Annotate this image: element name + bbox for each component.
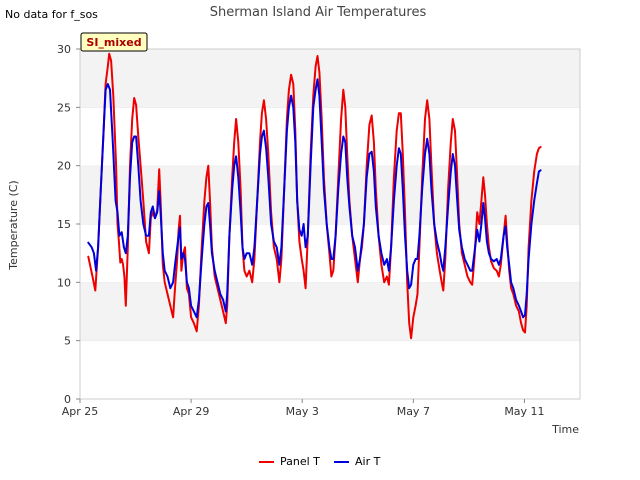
si-mixed-badge: SI_mixed [80, 32, 148, 52]
legend-label-air-t: Air T [355, 455, 381, 468]
y-tick-label: 5 [64, 335, 71, 348]
legend: Panel T Air T [259, 455, 381, 468]
legend-item-air-t: Air T [334, 455, 381, 468]
grid-band [80, 165, 580, 224]
y-axis-label: Temperature (C) [7, 180, 20, 270]
grid-band [80, 282, 580, 341]
legend-label-panel-t: Panel T [280, 455, 320, 468]
y-tick-label: 30 [57, 43, 71, 56]
y-tick-label: 25 [57, 101, 71, 114]
x-tick-label: Apr 29 [173, 405, 210, 418]
badge-label: SI_mixed [86, 36, 141, 49]
y-axis-ticks: 0 5 10 15 20 25 30 [57, 43, 80, 406]
legend-item-panel-t: Panel T [259, 455, 320, 468]
chart-title: Sherman Island Air Temperatures [210, 5, 427, 20]
series-layer [87, 52, 542, 340]
x-tick-label: Apr 25 [62, 405, 99, 418]
x-axis-label: Time [551, 423, 579, 436]
x-tick-label: May 7 [397, 405, 430, 418]
grid-bands [80, 48, 580, 399]
y-tick-label: 15 [57, 218, 71, 231]
x-tick-label: May 11 [504, 405, 544, 418]
no-data-note: No data for f_sos [5, 8, 98, 21]
grid-band [80, 49, 580, 108]
x-axis-ticks: Apr 25 Apr 29 May 3 May 7 May 11 [62, 399, 545, 418]
y-tick-label: 20 [57, 160, 71, 173]
x-tick-label: May 3 [286, 405, 319, 418]
y-tick-label: 10 [57, 276, 71, 289]
grid-band [80, 107, 580, 166]
y-tick-label: 0 [64, 393, 71, 406]
grid-band [80, 340, 580, 399]
series-line-air-t [87, 78, 542, 319]
